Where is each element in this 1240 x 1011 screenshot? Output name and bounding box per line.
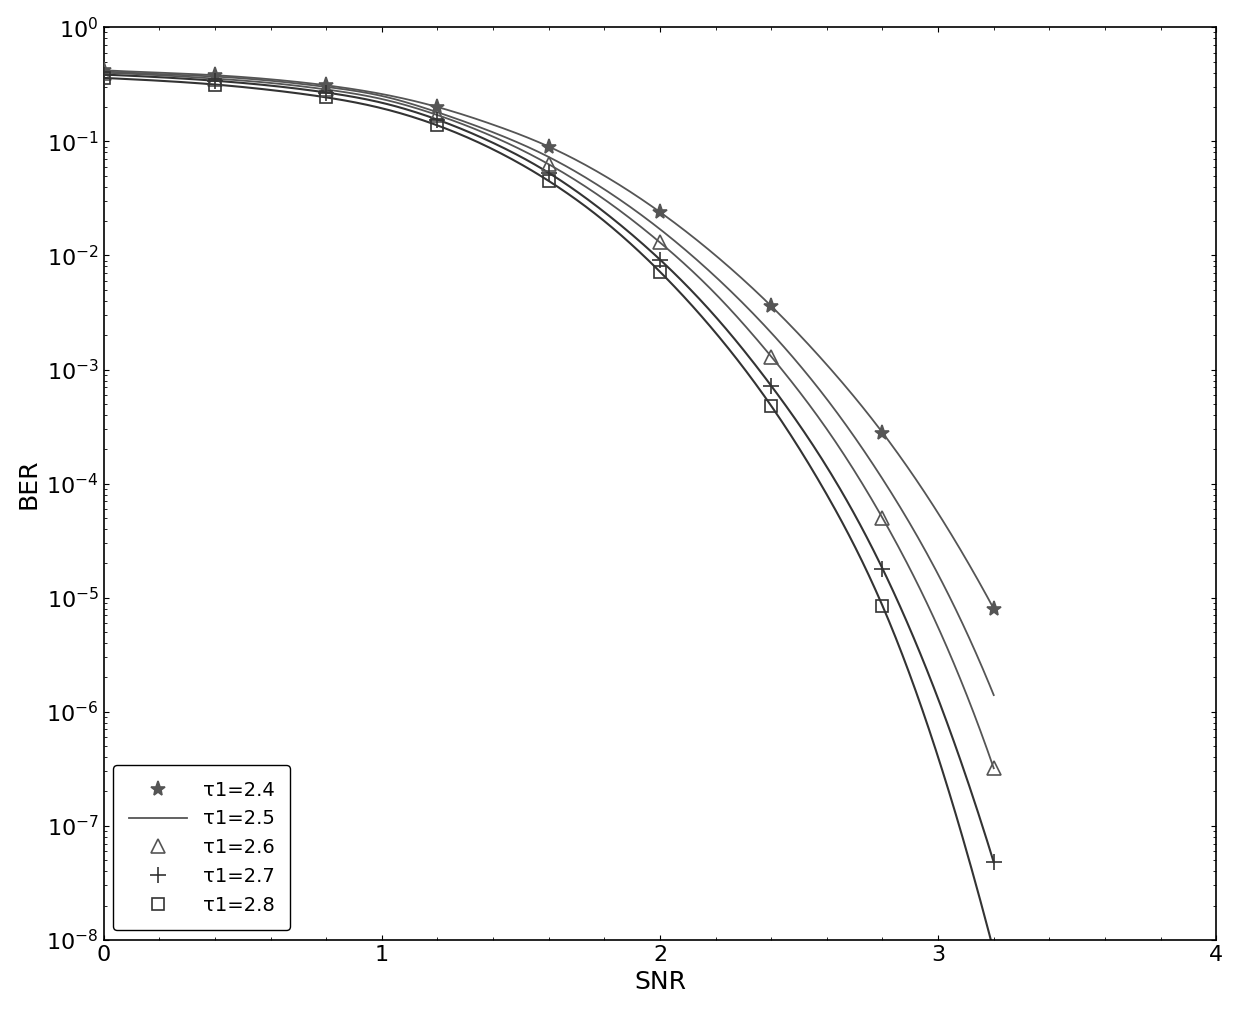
τ1=2.8 — [652, 266, 667, 278]
τ1=2.6 — [652, 237, 667, 249]
Legend: τ1=2.4, τ1=2.5, τ1=2.6, τ1=2.7, τ1=2.8: τ1=2.4, τ1=2.5, τ1=2.6, τ1=2.7, τ1=2.8 — [113, 765, 290, 930]
τ1=2.8 — [430, 119, 445, 131]
τ1=2.8 — [97, 72, 112, 84]
τ1=2.4 — [986, 603, 1001, 615]
Y-axis label: BER: BER — [16, 458, 41, 509]
τ1=2.7 — [430, 113, 445, 125]
τ1=2.6 — [430, 109, 445, 121]
τ1=2.8 — [541, 175, 556, 187]
Line: τ1=2.7: τ1=2.7 — [95, 67, 1002, 869]
X-axis label: SNR: SNR — [634, 971, 686, 995]
τ1=2.6 — [764, 351, 779, 363]
Line: τ1=2.8: τ1=2.8 — [98, 73, 999, 956]
τ1=2.6 — [986, 762, 1001, 774]
τ1=2.7 — [207, 75, 222, 87]
τ1=2.8 — [875, 600, 890, 612]
τ1=2.7 — [319, 86, 334, 98]
Line: τ1=2.4: τ1=2.4 — [95, 63, 1002, 617]
τ1=2.7 — [764, 380, 779, 392]
τ1=2.7 — [97, 69, 112, 81]
τ1=2.8 — [319, 91, 334, 103]
τ1=2.4 — [97, 64, 112, 76]
τ1=2.4 — [430, 101, 445, 113]
τ1=2.4 — [875, 427, 890, 439]
τ1=2.7 — [875, 562, 890, 574]
τ1=2.8 — [764, 399, 779, 411]
Line: τ1=2.6: τ1=2.6 — [97, 66, 1001, 775]
τ1=2.4 — [764, 300, 779, 312]
τ1=2.8 — [986, 945, 1001, 957]
τ1=2.6 — [541, 158, 556, 170]
τ1=2.4 — [319, 79, 334, 91]
τ1=2.7 — [541, 167, 556, 179]
τ1=2.6 — [207, 73, 222, 85]
τ1=2.6 — [97, 67, 112, 79]
τ1=2.6 — [319, 83, 334, 95]
τ1=2.8 — [207, 79, 222, 91]
τ1=2.6 — [875, 512, 890, 524]
τ1=2.7 — [986, 856, 1001, 868]
τ1=2.4 — [541, 141, 556, 153]
τ1=2.7 — [652, 254, 667, 266]
τ1=2.4 — [652, 206, 667, 218]
τ1=2.4 — [207, 69, 222, 81]
